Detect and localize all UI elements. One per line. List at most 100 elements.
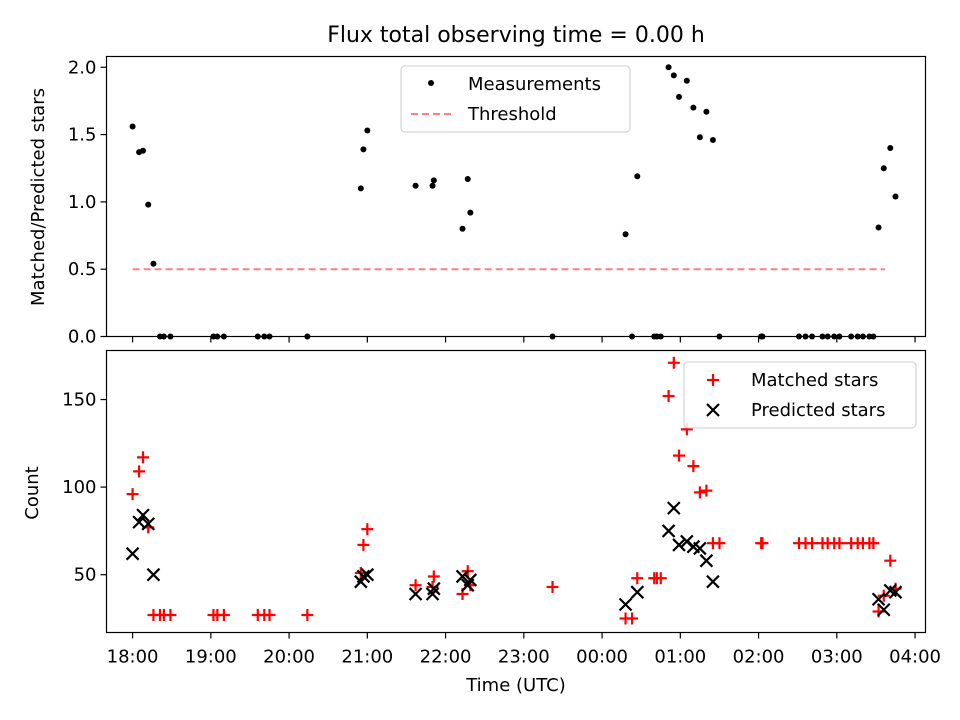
predicted-star-point <box>356 569 371 584</box>
matched-stars-legend-label: Matched stars <box>751 370 878 391</box>
measurement-point <box>676 93 683 100</box>
bottom-x-tick-label: 23:00 <box>498 647 550 668</box>
bottom-y-tick-label: 150 <box>62 390 96 411</box>
matched-star-point <box>427 570 440 583</box>
measurements-legend-marker <box>428 80 434 86</box>
bottom-legend-box <box>683 361 917 429</box>
measurement-point <box>683 77 690 84</box>
measurement-point <box>670 72 677 79</box>
bottom-x-tick-label: 20:00 <box>263 647 315 668</box>
matched-stars-layer <box>126 356 902 625</box>
bottom-x-tick-label: 18:00 <box>107 647 159 668</box>
matched-star-point <box>361 523 374 536</box>
matched-star-point <box>693 486 706 499</box>
predicted-star-point <box>888 585 903 599</box>
top-panel: Flux total observing time = 0.00 h Match… <box>28 23 927 348</box>
matched-star-point <box>673 449 686 462</box>
top-y-tick-label: 1.5 <box>68 125 97 146</box>
predicted-star-point <box>141 517 156 531</box>
measurement-point <box>145 201 152 208</box>
measurement-point <box>150 260 157 267</box>
matched-star-point <box>867 537 880 550</box>
measurement-point <box>875 224 882 231</box>
matched-star-point <box>756 537 769 550</box>
matched-star-point <box>164 608 177 621</box>
measurement-point <box>412 182 419 189</box>
predicted-star-point <box>427 581 441 596</box>
matched-star-point <box>137 451 150 464</box>
measurement-point <box>665 64 672 71</box>
bottom-panel-ticks: 50 100 150 18:00 19:00 20:00 21:00 22:00 23:00 00… <box>62 390 941 668</box>
top-y-tick-label: 0.0 <box>68 327 97 348</box>
measurement-point <box>357 185 364 192</box>
top-panel-title: Flux total observing time = 0.00 h <box>327 23 705 48</box>
predicted-stars-legend-label: Predicted stars <box>751 400 885 421</box>
measurement-point <box>634 173 641 180</box>
bottom-x-tick-label: 01:00 <box>654 647 706 668</box>
bottom-x-tick-label: 21:00 <box>341 647 393 668</box>
bottom-x-tick-label: 19:00 <box>185 647 237 668</box>
predicted-star-point <box>618 597 633 612</box>
measurement-point <box>140 147 147 154</box>
bottom-x-tick-label: 22:00 <box>420 647 472 668</box>
matched-star-point <box>133 465 146 478</box>
top-panel-ticks: 0.0 0.5 1.0 1.5 2.0 <box>68 57 916 348</box>
bottom-x-tick-label: 02:00 <box>733 647 785 668</box>
measurement-point <box>360 146 367 153</box>
bottom-legend: Matched stars Predicted stars <box>683 361 917 429</box>
top-legend-box <box>400 65 631 133</box>
measurement-point <box>129 123 136 130</box>
predicted-stars-layer <box>125 501 903 617</box>
matched-star-point <box>357 538 370 551</box>
top-y-tick-label: 2.0 <box>68 57 97 78</box>
predicted-star-point <box>360 567 375 582</box>
predicted-star-point <box>699 553 714 568</box>
matched-star-point <box>713 537 726 550</box>
measurements-legend-label: Measurements <box>468 74 601 95</box>
matched-star-point <box>687 460 700 473</box>
matched-star-point <box>654 572 667 585</box>
measurement-point <box>464 176 471 182</box>
bottom-x-tick-label: 00:00 <box>576 647 628 668</box>
bottom-y-tick-label: 50 <box>74 565 97 586</box>
measurement-point <box>622 231 629 238</box>
matched-star-point <box>631 572 644 585</box>
measurement-point <box>690 104 697 111</box>
predicted-star-point <box>136 508 150 522</box>
top-legend: Measurements Threshold <box>400 65 631 133</box>
measurement-point <box>696 134 703 141</box>
matched-star-point <box>833 537 846 550</box>
predicted-star-point <box>661 524 676 538</box>
bottom-x-tick-label: 03:00 <box>811 647 863 668</box>
predicted-star-point <box>871 592 886 606</box>
predicted-star-point <box>630 585 645 599</box>
measurement-point <box>892 193 899 200</box>
predicted-star-point <box>667 501 681 515</box>
measurement-point <box>709 136 716 143</box>
predicted-star-point <box>706 574 720 589</box>
measurement-point <box>887 145 894 152</box>
measurement-point <box>467 209 474 216</box>
top-panel-frame <box>105 55 927 338</box>
measurement-point <box>703 108 710 115</box>
bottom-y-tick-label: 100 <box>62 477 96 498</box>
predicted-star-point <box>125 546 140 561</box>
matched-star-point <box>546 580 559 593</box>
matched-star-point <box>301 608 314 621</box>
matched-star-point <box>217 608 230 621</box>
matched-star-point <box>806 537 819 550</box>
bottom-panel-y-axis-label: Count <box>22 466 43 519</box>
matched-star-point <box>626 612 639 625</box>
matched-star-point <box>409 579 422 592</box>
measurement-point <box>459 225 466 232</box>
top-y-tick-label: 1.0 <box>68 192 97 213</box>
matched-star-point <box>667 356 680 369</box>
measurement-point <box>429 182 436 189</box>
predicted-star-point <box>693 541 707 556</box>
matched-star-point <box>263 608 276 621</box>
bottom-x-tick-label: 04:00 <box>889 647 941 668</box>
matched-star-point <box>700 484 713 497</box>
bottom-panel-x-axis-label: Time (UTC) <box>465 675 566 696</box>
predicted-star-point <box>455 569 470 584</box>
